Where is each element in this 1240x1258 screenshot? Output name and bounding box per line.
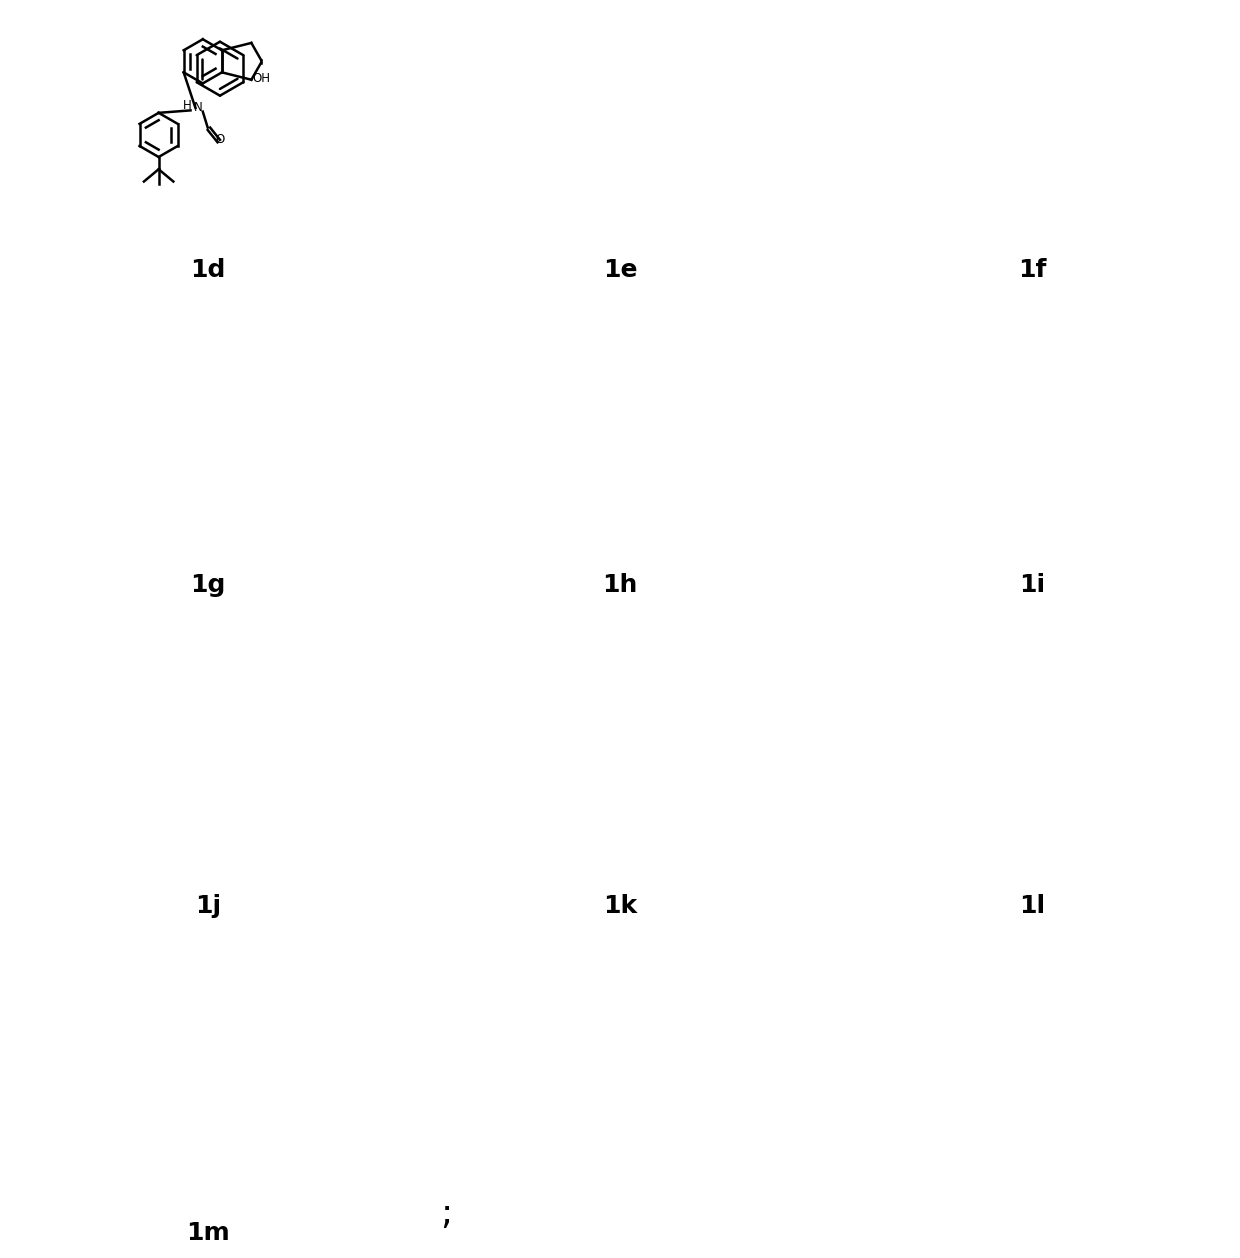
Text: 1g: 1g [190,572,226,598]
Text: ;: ; [440,1196,453,1232]
Text: 1d: 1d [190,258,226,283]
Text: 1h: 1h [603,572,637,598]
Text: OH: OH [253,72,270,86]
Text: O: O [216,133,224,146]
Text: 1i: 1i [1019,572,1045,598]
Text: 1k: 1k [603,893,637,918]
Text: 1l: 1l [1019,893,1045,918]
Text: 1f: 1f [1018,258,1047,283]
Text: 1j: 1j [195,893,221,918]
Text: 1m: 1m [186,1220,229,1245]
Text: N: N [193,102,202,114]
Text: 1e: 1e [603,258,637,283]
Text: H: H [182,99,191,112]
